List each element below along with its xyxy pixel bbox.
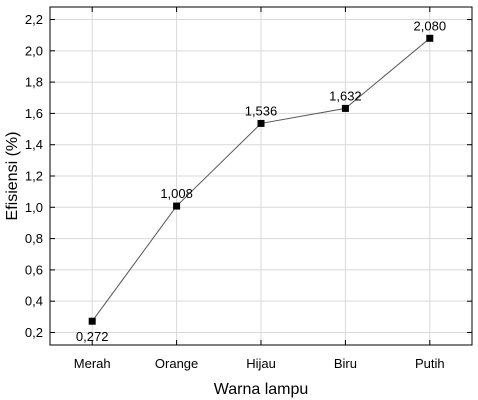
data-label: 2,080	[414, 18, 447, 33]
y-tick-label: 0,4	[25, 294, 43, 309]
data-markers	[88, 34, 434, 325]
y-tick-label: 0,2	[25, 325, 43, 340]
y-axis-label: Efisiensi (%)	[4, 132, 21, 221]
x-axis-ticks: Merah Orange Hijau Biru Putih	[74, 7, 445, 371]
x-axis-label: Warna lampu	[214, 381, 309, 398]
data-point	[257, 119, 265, 127]
data-point	[341, 104, 349, 112]
y-tick-label: 1,4	[25, 137, 43, 152]
data-labels: 0,272 1,008 1,536 1,632 2,080	[76, 18, 446, 344]
data-point	[88, 317, 96, 325]
y-tick-label: 1,6	[25, 106, 43, 121]
data-label: 1,008	[160, 186, 193, 201]
x-tick-label: Putih	[415, 356, 445, 371]
y-tick-label: 2,2	[25, 12, 43, 27]
data-label: 0,272	[76, 329, 109, 344]
y-tick-label: 1,2	[25, 169, 43, 184]
y-tick-label: 1,0	[25, 200, 43, 215]
data-point	[426, 34, 434, 42]
y-tick-label: 0,6	[25, 262, 43, 277]
data-label: 1,536	[245, 103, 278, 118]
x-tick-label: Merah	[74, 356, 111, 371]
data-point	[173, 202, 181, 210]
data-label: 1,632	[329, 88, 362, 103]
y-axis-ticks: 0,2 0,4 0,6 0,8 1,0 1,2 1,4 1,6 1,8 2,0 2,2	[25, 12, 472, 340]
x-tick-label: Hijau	[246, 356, 276, 371]
x-tick-label: Biru	[334, 356, 357, 371]
y-tick-label: 0,8	[25, 231, 43, 246]
x-tick-label: Orange	[155, 356, 198, 371]
y-tick-label: 2,0	[25, 43, 43, 58]
y-tick-label: 1,8	[25, 75, 43, 90]
grid-lines	[50, 7, 472, 345]
